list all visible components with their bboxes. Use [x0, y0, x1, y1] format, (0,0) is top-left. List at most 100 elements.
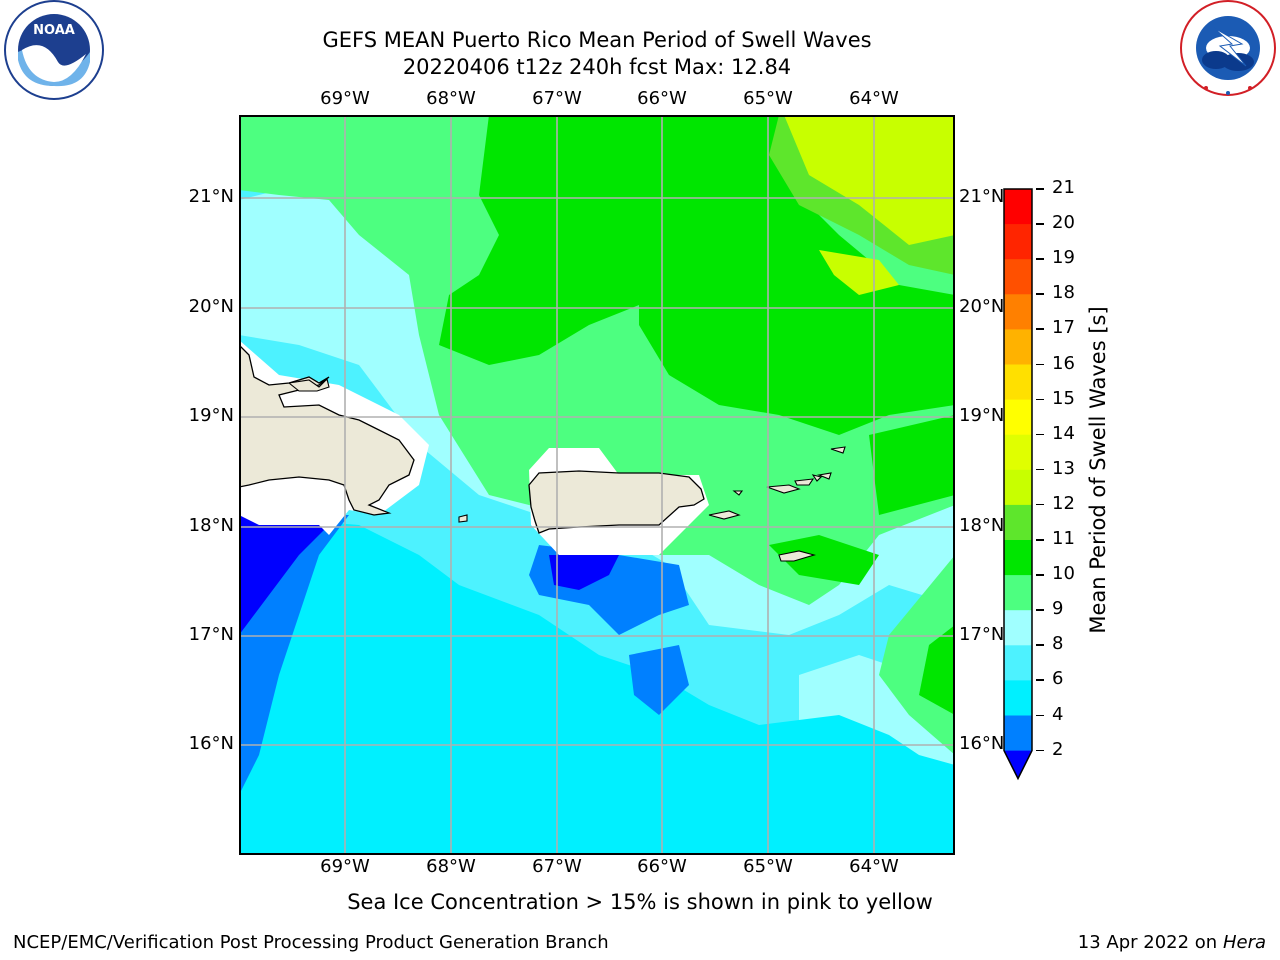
land-hispaniola	[239, 344, 415, 516]
svg-text:NOAA: NOAA	[33, 23, 75, 38]
map-frame	[239, 115, 955, 855]
lat-label-left: 17°N	[188, 624, 234, 645]
noaa-logo: NOAA	[4, 0, 104, 100]
lon-label-bottom: 66°W	[637, 856, 687, 877]
land-islet	[287, 377, 330, 392]
nws-logo	[1180, 0, 1276, 96]
lat-label-left: 18°N	[188, 515, 234, 536]
colorbar-bin	[1004, 329, 1032, 365]
colorbar-bin	[1004, 715, 1032, 752]
colorbar-bin	[1004, 224, 1032, 260]
lon-label-bottom: 64°W	[849, 856, 899, 877]
swell-period-map[interactable]	[239, 115, 955, 855]
map-title: GEFS MEAN Puerto Rico Mean Period of Swe…	[322, 28, 872, 52]
lat-label-right: 17°N	[959, 624, 1005, 645]
colorbar-tick-mark	[1036, 468, 1044, 471]
field-10-11	[869, 415, 955, 515]
footer-credit: NCEP/EMC/Verification Post Processing Pr…	[13, 932, 609, 953]
land-virgin-islands	[732, 446, 846, 496]
footer-date-text: 13 Apr 2022 on	[1077, 932, 1218, 953]
colorbar-tick-mark	[1036, 503, 1044, 506]
colorbar-bin	[1004, 504, 1032, 541]
colorbar-tick-mark	[1036, 574, 1044, 576]
field-10-11	[769, 535, 879, 585]
colorbar-tick-label: 12	[1052, 492, 1075, 514]
colorbar-tick-label: 14	[1052, 422, 1075, 444]
lon-label-bottom: 67°W	[532, 856, 582, 877]
land-puerto-rico	[528, 470, 705, 534]
field-10-11	[639, 145, 955, 435]
colorbar-tick-label: 21	[1052, 177, 1075, 198]
land-st-croix	[778, 550, 817, 562]
lat-label-left: 21°N	[188, 186, 234, 207]
colorbar-tick-mark	[1036, 328, 1044, 330]
lat-label-left: 16°N	[188, 733, 234, 754]
colorbar-extend-triangle	[1004, 750, 1032, 779]
colorbar-bin	[1004, 645, 1032, 681]
field-10-11	[919, 625, 955, 715]
lon-label-bottom: 65°W	[743, 856, 793, 877]
gridlines	[239, 115, 955, 855]
colorbar-bin	[1004, 294, 1032, 330]
colorbar-tick-mark	[1036, 679, 1044, 681]
colorbar-tick-label: 11	[1052, 528, 1075, 549]
field-4-6	[239, 515, 955, 855]
land-islet	[708, 510, 741, 520]
lon-label-bottom: 69°W	[320, 856, 370, 877]
colorbar-bins	[1004, 189, 1032, 779]
colorbar-tick-label: 6	[1052, 668, 1064, 690]
lon-label-top: 68°W	[426, 88, 476, 109]
lat-label-left: 20°N	[188, 296, 234, 317]
lon-label-top: 66°W	[637, 88, 687, 109]
colorbar-tick-mark	[1036, 433, 1044, 436]
map-subtitle: 20220406 t12z 240h fcst Max: 12.84	[402, 55, 792, 79]
lat-label-right: 19°N	[959, 405, 1005, 426]
field-9-10	[879, 555, 955, 755]
colorbar-tick-mark	[1036, 188, 1044, 190]
lat-label-right: 21°N	[959, 186, 1005, 207]
colorbar-outline	[1003, 188, 1033, 781]
colorbar-bin	[1004, 189, 1032, 225]
colorbar-bin	[1004, 610, 1032, 646]
colorbar-tick-label: 8	[1052, 633, 1064, 655]
colorbar-tick-label: 18	[1052, 282, 1075, 304]
colorbar-tick-mark	[1036, 609, 1044, 611]
colorbar-tick-label: 13	[1052, 457, 1075, 479]
colorbar-bin	[1004, 575, 1032, 611]
lon-label-top: 64°W	[849, 88, 899, 109]
lon-label-top: 65°W	[743, 88, 793, 109]
colorbar-tick-label: 16	[1052, 352, 1075, 374]
colorbar-bin	[1004, 399, 1032, 436]
colorbar-tick-label: 2	[1052, 738, 1064, 760]
colorbar-tick-label: 19	[1052, 247, 1075, 269]
colorbar-bin	[1004, 259, 1032, 295]
colorbar-bin	[1004, 434, 1032, 471]
colorbar-tick-label: 17	[1052, 317, 1075, 339]
lon-label-top: 69°W	[320, 88, 370, 109]
lat-label-left: 19°N	[188, 405, 234, 426]
colorbar-bin	[1004, 540, 1032, 576]
colorbar-bin	[1004, 469, 1032, 506]
field-12-13	[784, 115, 955, 245]
field-2-4	[629, 645, 689, 715]
field-0-2	[549, 555, 619, 590]
sea-ice-note: Sea Ice Concentration > 15% is shown in …	[347, 890, 933, 914]
colorbar	[1003, 188, 1033, 781]
colorbar-tick-mark	[1036, 749, 1044, 752]
colorbar-tick-mark	[1036, 398, 1044, 401]
colorbar-bin	[1004, 680, 1032, 716]
colorbar-tick-mark	[1036, 539, 1044, 541]
colorbar-tick-mark	[1036, 258, 1044, 260]
colorbar-tick-label: 15	[1052, 387, 1075, 409]
field-12-13	[819, 250, 899, 295]
lon-label-top: 67°W	[532, 88, 582, 109]
colorbar-label: Mean Period of Swell Waves [s]	[1086, 306, 1110, 634]
lat-label-right: 16°N	[959, 733, 1005, 754]
lat-label-right: 20°N	[959, 296, 1005, 317]
lon-label-bottom: 68°W	[426, 856, 476, 877]
lat-label-right: 18°N	[959, 515, 1005, 536]
colorbar-tick-mark	[1036, 363, 1044, 365]
colorbar-tick-mark	[1036, 714, 1044, 716]
footer-machine: Hera	[1222, 932, 1266, 953]
colorbar-tick-label: 4	[1052, 703, 1064, 725]
